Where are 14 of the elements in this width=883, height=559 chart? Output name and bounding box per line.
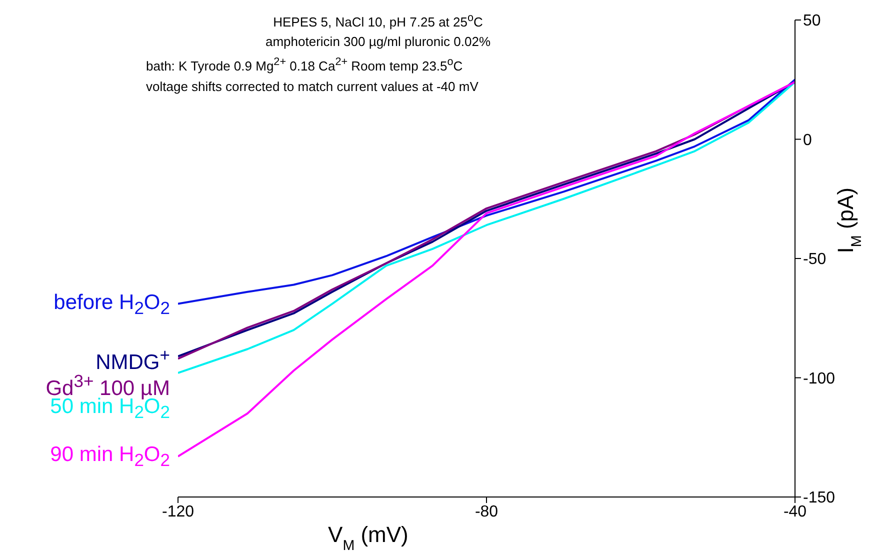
y-tick-label: 50 — [803, 12, 821, 30]
annotation: voltage shifts corrected to match current values at -40 mV — [145, 78, 480, 96]
y-tick-label: -50 — [803, 251, 826, 268]
annotation: HEPES 5, NaCl 10, pH 7.25 at 25$^{o}$C — [272, 11, 484, 32]
series-label: 90 min H$_{2}$O$_{2}$ — [49, 443, 170, 473]
series-label: before H$_{2}$O$_{2}$ — [52, 290, 170, 320]
annotation: amphotericin 300 µg/ml pluronic 0.02% — [264, 33, 492, 52]
y-tick-label: -100 — [803, 370, 836, 388]
annotation: bath: K Tyrode 0.9 Mg$^{2+}$ 0.18 Ca$^{2+}$ Room temp 23.5$^{o}$C — [145, 55, 464, 76]
x-tick-label: -120 — [162, 503, 194, 520]
x-tick-label: -80 — [474, 503, 498, 520]
series-label: NMDG$^{+}$ — [96, 345, 170, 374]
x-axis-title: V$_{M}$ (mV) — [328, 522, 408, 554]
y-tick-label: 0 — [803, 132, 812, 149]
